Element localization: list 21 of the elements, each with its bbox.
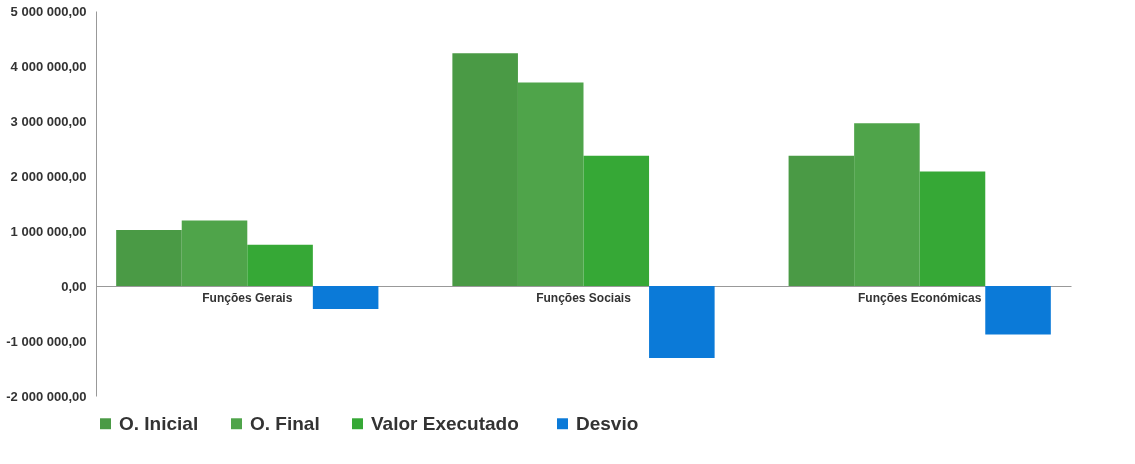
y-tick-label: 1 000 000,00 bbox=[10, 223, 87, 239]
x-tick-label: Funções Gerais bbox=[202, 290, 293, 305]
bar bbox=[247, 244, 313, 286]
bar bbox=[583, 155, 650, 286]
y-tick-label: -2 000 000,00 bbox=[6, 388, 87, 404]
bar bbox=[919, 171, 986, 286]
y-tick-label: 5 000 000,00 bbox=[10, 3, 87, 19]
y-tick-label: 4 000 000,00 bbox=[10, 58, 87, 74]
bar bbox=[985, 286, 1051, 335]
x-tick-label: Funções Sociais bbox=[536, 290, 632, 305]
y-tick-label: 0,00 bbox=[61, 278, 87, 294]
x-tick-label: Funções Económicas bbox=[858, 290, 982, 305]
legend-label: O. Final bbox=[250, 412, 320, 434]
bar bbox=[649, 286, 715, 359]
legend-label: O. Inicial bbox=[119, 412, 199, 434]
bar bbox=[312, 286, 379, 310]
legend-label: Valor Executado bbox=[371, 412, 519, 434]
y-tick-label: 2 000 000,00 bbox=[10, 168, 87, 184]
y-tick-label: 3 000 000,00 bbox=[10, 113, 87, 129]
y-tick-label: -1 000 000,00 bbox=[6, 333, 87, 349]
legend-label: Desvio bbox=[576, 412, 639, 434]
